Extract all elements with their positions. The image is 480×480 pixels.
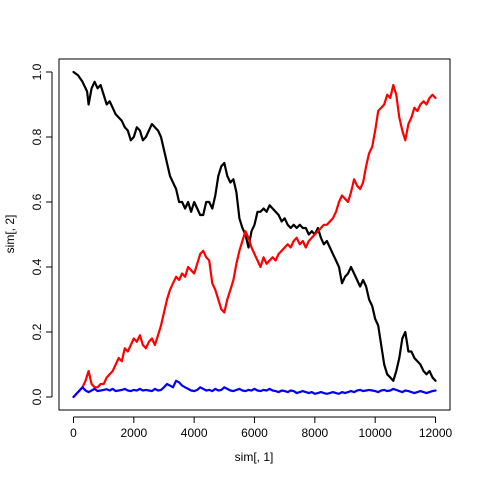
x-tick-label: 10000 [358,426,392,440]
x-tick-label: 8000 [301,426,328,440]
series-line-3 [72,379,437,399]
x-tick-label: 6000 [241,426,268,440]
x-axis: 0 2000 4000 6000 8000 10000 12000 [70,416,453,440]
x-axis-label: sim[, 1] [235,450,274,464]
plot-box [58,58,451,411]
y-tick-label: 0.6 [30,193,44,210]
x-tick-label: 4000 [181,426,208,440]
y-axis: 0.0 0.2 0.4 0.6 0.8 1.0 [30,63,53,405]
x-tick-label: 2000 [120,426,147,440]
y-tick-label: 0.8 [30,128,44,145]
y-tick-label: 0.2 [30,323,44,340]
series-layer [72,70,437,399]
series-line-2 [72,83,437,399]
x-tick-label: 12000 [419,426,453,440]
y-axis-label: sim[, 2] [3,215,17,254]
y-tick-label: 1.0 [30,63,44,80]
x-tick-label: 0 [70,426,77,440]
y-tick-label: 0.4 [30,258,44,275]
series-line-1 [72,70,437,382]
y-tick-label: 0.0 [30,388,44,405]
